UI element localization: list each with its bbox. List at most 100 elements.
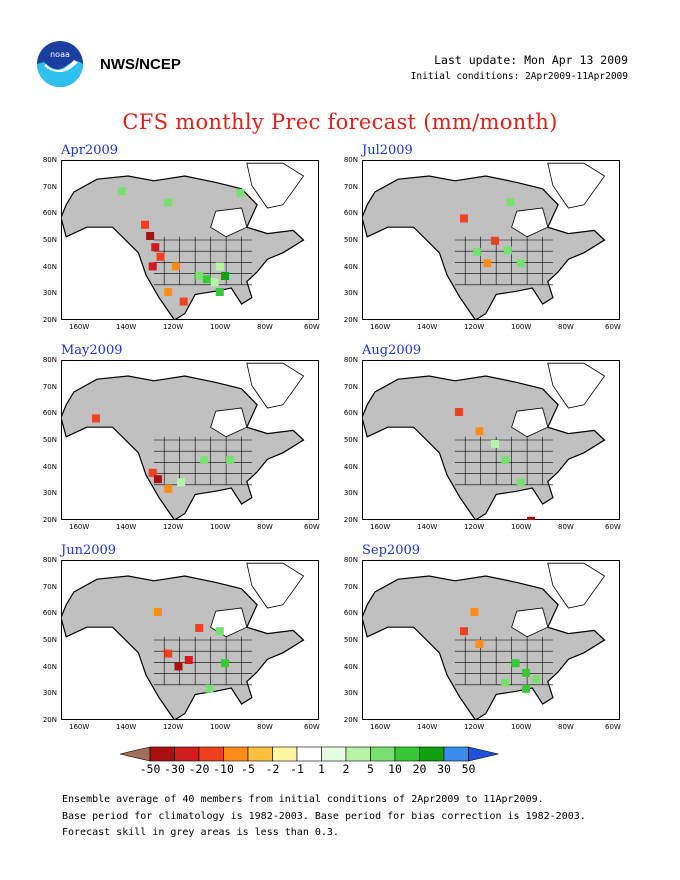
lon-tick-label: 120W xyxy=(464,323,485,331)
lat-tick-label: 60N xyxy=(343,209,358,218)
forecast-map xyxy=(362,360,620,520)
anomaly-cell xyxy=(177,478,186,487)
lon-tick-label: 140W xyxy=(116,523,137,531)
lon-tick-label: 120W xyxy=(464,523,485,531)
lon-tick-label: 80W xyxy=(257,723,273,731)
legend-label: -2 xyxy=(265,762,280,776)
water-body xyxy=(246,162,305,209)
page-title: CFS monthly Prec forecast (mm/month) xyxy=(122,110,558,134)
anomaly-cell xyxy=(184,656,193,664)
anomaly-cell xyxy=(215,627,224,636)
lat-tick-label: 40N xyxy=(42,662,57,671)
lon-tick-label: 140W xyxy=(116,723,137,731)
forecast-map xyxy=(362,560,620,720)
lon-tick-label: 160W xyxy=(69,723,90,731)
legend-label: -50 xyxy=(139,762,161,776)
legend-swatch xyxy=(149,746,175,762)
legend-swatch xyxy=(443,746,469,762)
anomaly-cell xyxy=(501,456,510,464)
anomaly-cell xyxy=(226,456,235,464)
lat-tick-label: 70N xyxy=(343,582,358,591)
lon-tick-label: 160W xyxy=(370,723,391,731)
last-update: Last update: Mon Apr 13 2009 xyxy=(434,53,628,67)
panel-month-label: Aug2009 xyxy=(362,343,422,358)
legend-swatch xyxy=(394,746,420,762)
lon-tick-label: 120W xyxy=(163,723,184,731)
anomaly-cell xyxy=(151,243,160,252)
panel-month-label: Sep2009 xyxy=(362,543,421,558)
lat-tick-label: 80N xyxy=(343,556,358,564)
lat-tick-label: 60N xyxy=(42,609,57,618)
panel-month-label: May2009 xyxy=(61,343,123,358)
lon-tick-label: 80W xyxy=(257,523,273,531)
lat-tick-label: 80N xyxy=(343,156,358,164)
water-body xyxy=(246,562,305,609)
anomaly-cell xyxy=(472,248,481,256)
anomaly-cell xyxy=(179,297,188,306)
lat-tick-label: 30N xyxy=(42,689,57,698)
lon-tick-label: 60W xyxy=(605,523,621,531)
lat-tick-label: 40N xyxy=(343,662,358,671)
lon-tick-label: 140W xyxy=(116,323,137,331)
anomaly-cell xyxy=(215,262,224,271)
water-body xyxy=(511,607,549,638)
legend-swatch xyxy=(321,746,347,762)
anomaly-cell xyxy=(483,259,492,268)
legend-swatch xyxy=(370,746,396,762)
anomaly-cell xyxy=(221,659,229,668)
lat-tick-label: 40N xyxy=(343,262,358,271)
anomaly-cell xyxy=(475,640,484,648)
color-legend xyxy=(119,746,560,768)
lon-tick-label: 140W xyxy=(417,723,438,731)
lon-tick-label: 80W xyxy=(558,523,574,531)
lat-tick-label: 60N xyxy=(42,409,57,418)
forecast-map xyxy=(61,560,319,720)
anomaly-cell xyxy=(460,627,468,636)
lat-tick-label: 80N xyxy=(42,556,57,564)
legend-arrow-low xyxy=(119,746,151,762)
lat-tick-label: 70N xyxy=(42,382,57,391)
anomaly-cell xyxy=(491,236,499,245)
lat-tick-label: 40N xyxy=(42,262,57,271)
panel-month-label: Apr2009 xyxy=(61,143,119,158)
lon-tick-label: 100W xyxy=(511,323,532,331)
forecast-map xyxy=(362,160,620,320)
anomaly-cell xyxy=(205,684,214,693)
anomaly-cell xyxy=(460,214,468,223)
anomaly-cell xyxy=(174,662,183,671)
lat-tick-label: 60N xyxy=(343,609,358,618)
water-body xyxy=(547,362,606,409)
lon-tick-label: 80W xyxy=(558,723,574,731)
lon-tick-label: 120W xyxy=(464,723,485,731)
lat-tick-label: 70N xyxy=(343,382,358,391)
anomaly-cell xyxy=(117,187,126,196)
lat-tick-label: 80N xyxy=(42,356,57,364)
anomaly-cell xyxy=(522,668,530,677)
lat-tick-label: 30N xyxy=(343,489,358,498)
lat-tick-label: 40N xyxy=(343,462,358,471)
anomaly-cell xyxy=(532,675,541,684)
anomaly-cell xyxy=(156,252,165,261)
lat-tick-label: 60N xyxy=(42,209,57,218)
legend-label: 50 xyxy=(461,762,476,776)
lat-tick-label: 50N xyxy=(343,636,358,644)
forecast-map xyxy=(61,160,319,320)
water-body xyxy=(210,207,248,238)
anomaly-cell xyxy=(511,659,520,668)
anomaly-cell xyxy=(195,624,204,632)
lat-tick-label: 50N xyxy=(343,236,358,244)
water-body xyxy=(511,407,549,438)
lat-tick-label: 20N xyxy=(343,716,358,724)
legend-label: 30 xyxy=(437,762,451,776)
lat-tick-label: 50N xyxy=(42,436,57,444)
anomaly-cell xyxy=(153,608,162,616)
legend-label: 2 xyxy=(342,762,350,776)
lat-tick-label: 30N xyxy=(42,489,57,498)
water-body xyxy=(547,562,606,609)
lon-tick-label: 160W xyxy=(69,323,90,331)
lat-tick-label: 20N xyxy=(343,516,358,524)
legend-label: 20 xyxy=(412,762,427,776)
anomaly-cell xyxy=(210,278,219,287)
anomaly-cell xyxy=(148,468,157,477)
anomaly-cell xyxy=(148,262,157,271)
